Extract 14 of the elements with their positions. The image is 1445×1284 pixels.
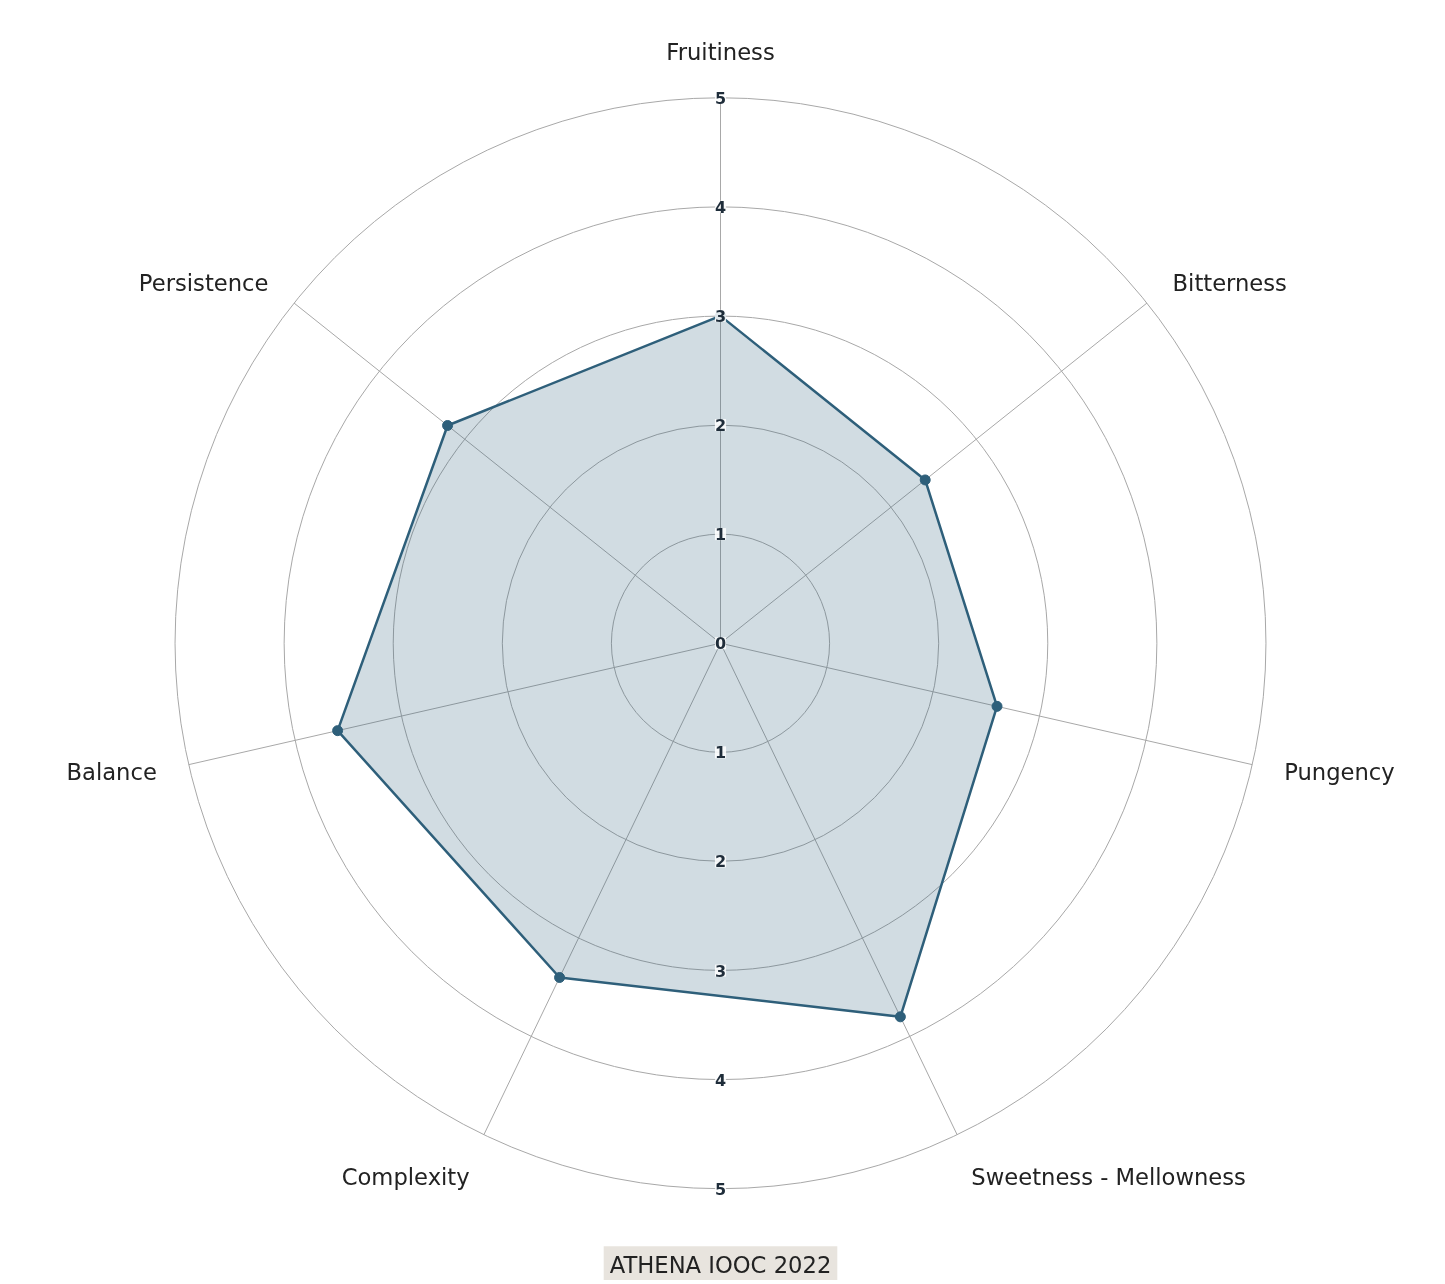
spoke-label: Pungency (1284, 758, 1395, 785)
spoke-label: Bitterness (1172, 269, 1287, 296)
y-tick-label: 0 (714, 634, 727, 654)
y-tick-label: 3 (714, 306, 727, 326)
y-tick-label: 2 (714, 415, 727, 435)
spoke-label: Balance (66, 758, 157, 785)
y-tick-label: 5 (714, 88, 727, 108)
spoke-label: Sweetness - Mellowness (971, 1164, 1246, 1191)
y-tick-label: 1 (714, 525, 727, 545)
spoke-label: Complexity (341, 1164, 470, 1191)
text: ATHENA IOOC 2022 (609, 1252, 832, 1279)
spoke-label: Persistence (138, 269, 269, 296)
y-tick-label: 4 (714, 197, 727, 217)
spoke-label: Fruitiness (666, 38, 775, 65)
